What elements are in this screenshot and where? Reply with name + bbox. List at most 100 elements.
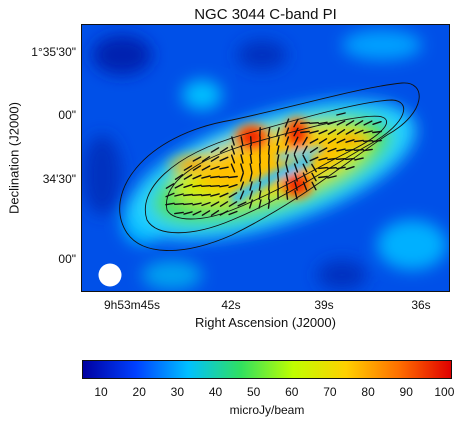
plot-area [81,24,450,292]
polarization-vector [267,190,271,200]
polarization-vector [210,165,220,171]
polarization-vector [345,120,355,126]
polarization-vector [293,118,299,128]
polarization-vector [276,127,280,137]
y-axis-label: Declination (J2000) [6,101,22,215]
colorbar-tick-label: 50 [246,385,261,399]
polarization-vector [311,163,317,173]
polarization-vector [192,165,202,171]
polarization-vector [327,129,337,135]
polarization-vector [267,127,271,137]
polarization-vector [345,157,355,161]
polarization-vector [174,202,184,206]
x-tick-label: 9h53m45s [103,298,161,312]
polarization-vector [230,145,236,155]
colorbar-tick-label: 10 [94,385,108,399]
polarization-vector [249,172,253,182]
polarization-vector [219,146,229,154]
polarization-vector [294,181,298,191]
polarization-vector [267,136,271,146]
polarization-vector [237,201,247,207]
polarization-vector [327,157,337,161]
polarization-vector [318,138,328,144]
polarization-vector [276,163,280,173]
polarization-vector [219,201,229,207]
polarization-vector [285,154,289,164]
polarization-vector [336,120,346,126]
colorbar-tick-label: 20 [132,385,146,399]
polarization-vector [276,181,280,191]
polarization-vector [219,210,229,216]
polarization-vector [165,202,175,206]
polarization-vector [228,183,238,189]
polarization-vector [336,112,346,116]
polarization-vector [231,136,235,146]
polarization-vector [183,202,193,206]
chart-title: NGC 3044 C-band PI [194,6,337,23]
polarization-vector [311,181,317,191]
polarization-vector [300,121,310,125]
polarization-vector [336,138,346,144]
polarization-vector [345,139,355,143]
polarization-vector [327,138,337,144]
polarization-vector [309,121,319,125]
x-axis-label: Right Ascension (J2000) [195,315,336,330]
polarization-vector [201,210,211,216]
polarization-vector [258,163,262,173]
polarization-vector [201,201,211,207]
polarization-vector [300,130,310,134]
polarization-vector [285,172,289,182]
polarization-vector [284,118,290,128]
polarization-vector [363,148,373,152]
polarization-vector [309,156,319,162]
polarization-vector [345,148,355,152]
polarization-vector [210,201,220,207]
polarization-vector [249,163,253,173]
polarization-vector [239,190,245,200]
polarization-vector [192,202,202,206]
polarization-vectors [165,112,382,217]
polarization-vector [294,190,298,200]
polarization-vector [201,175,211,179]
polarization-vector [327,120,337,126]
polarization-vector [276,154,280,164]
polarization-vector [249,190,253,200]
polarization-vector [372,139,382,143]
polarization-vector [210,209,220,217]
polarization-vector [267,199,271,209]
polarization-vector [201,155,211,163]
polarization-vector [183,174,193,180]
polarization-vector [249,136,253,146]
polarization-vector [210,147,220,153]
polarization-vector [219,156,229,162]
polarization-vector [354,139,364,143]
heatmap-svg [82,25,449,291]
polarization-vector [285,163,289,173]
colorbar-tick-label: 70 [323,385,337,399]
colorbar-tick-label: 90 [399,385,413,399]
polarization-vector [276,172,280,182]
polarization-vector [311,172,317,182]
polarization-vector [318,121,328,125]
polarization-vector [354,157,364,161]
polarization-vector [228,192,238,198]
polarization-vector [293,163,299,173]
polarization-vector [219,166,229,170]
polarization-vector [192,156,202,162]
colorbar-label: microJy/beam [229,403,305,417]
colorbar-tick-label: 80 [361,385,375,399]
polarization-vector [284,136,290,146]
polarization-vector [165,183,175,189]
polarization-vector [302,145,308,155]
colorbar-tick-label: 40 [208,385,223,399]
polarization-vector [285,190,289,200]
polarization-vector [230,154,236,164]
colorbar-tick-label: 30 [170,385,185,399]
polarization-vector [183,211,193,215]
polarization-vector [293,127,299,137]
polarization-vector [293,136,299,146]
polarization-vector [183,165,193,171]
polarization-vector [174,211,184,215]
polarization-vector [183,193,193,197]
polarization-vector [239,181,245,191]
